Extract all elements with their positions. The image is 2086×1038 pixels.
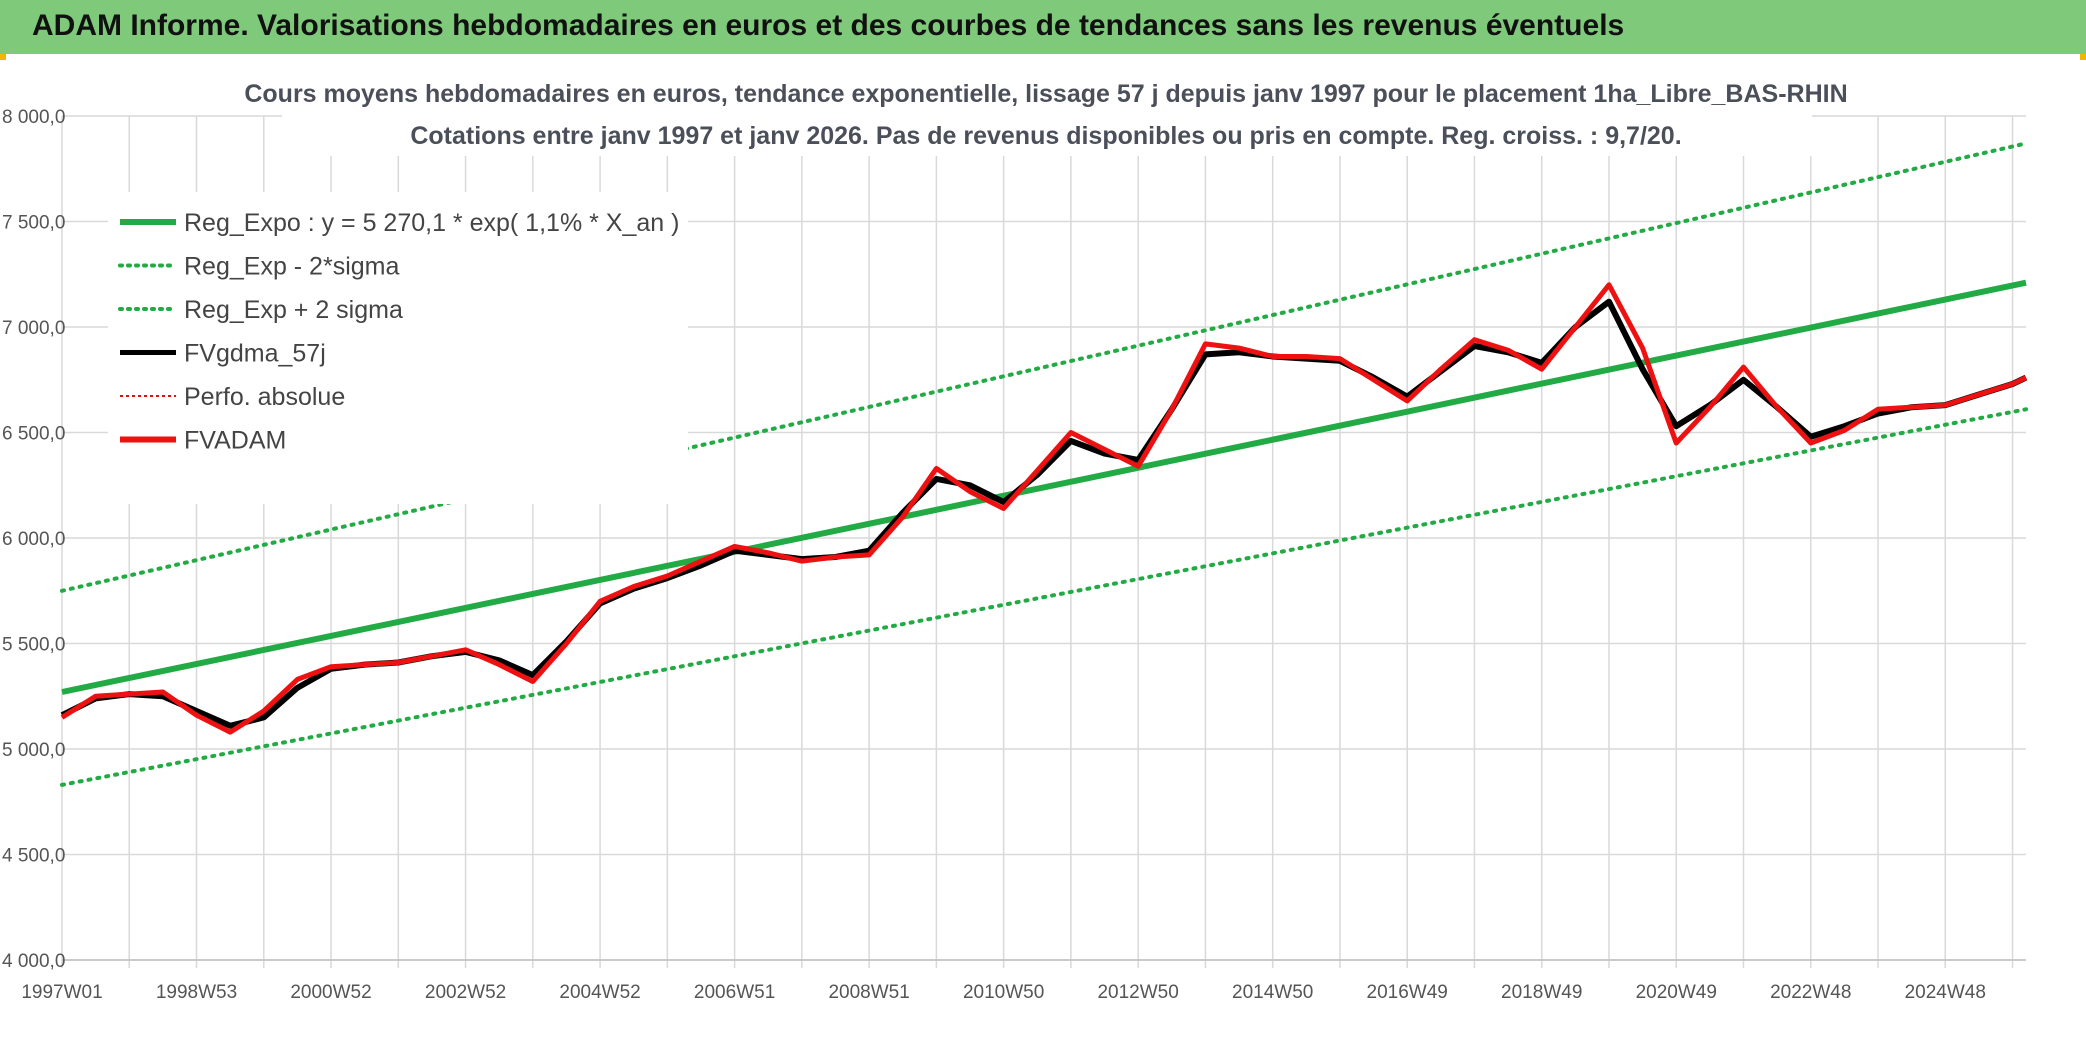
series-line-reg-exp-2-sigma [60, 407, 2028, 787]
x-tick-label: 2012W50 [1097, 982, 1178, 1003]
chart-series [60, 141, 2028, 787]
x-tick-label: 2010W50 [963, 982, 1044, 1003]
legend-label: Reg_Exp - 2*sigma [184, 253, 399, 281]
x-tick-label: 2006W51 [694, 982, 775, 1003]
x-tick-label: 2018W49 [1501, 982, 1582, 1003]
y-tick-label: 7 000,0 [2, 318, 65, 339]
y-tick-label: 5 000,0 [2, 740, 65, 761]
y-tick-label: 6 000,0 [2, 529, 65, 550]
series-line-fvadam [60, 282, 2028, 735]
x-tick-label: 2002W52 [425, 982, 506, 1003]
x-tick-label: 1997W01 [21, 982, 102, 1003]
x-tick-label: 2022W48 [1770, 982, 1851, 1003]
corner-marker-left [0, 54, 6, 60]
chart-title-line-2: Cotations entre janv 1997 et janv 2026. … [410, 122, 1681, 150]
chart-title-line-1: Cours moyens hebdomadaires en euros, ten… [244, 80, 1847, 108]
legend-background [108, 192, 688, 504]
y-tick-label: 5 500,0 [2, 635, 65, 656]
y-tick-label: 4 000,0 [2, 951, 65, 972]
y-tick-label: 6 500,0 [2, 424, 65, 445]
legend-label: Reg_Exp + 2 sigma [184, 296, 403, 324]
legend-label: Perfo. absolue [184, 383, 345, 411]
x-axis-ticks: 1997W01 1998W53 2000W52 2002W52 2004W52 2006W… [21, 982, 1986, 1003]
header-banner: ADAM Informe. Valorisations hebdomadaire… [0, 0, 2086, 54]
line-chart: 4 000,0 4 500,0 5 000,0 5 500,0 6 000,0 6 500… [2, 76, 2028, 1003]
y-tick-label: 7 500,0 [2, 213, 65, 234]
x-tick-label: 2000W52 [290, 982, 371, 1003]
banner-title: ADAM Informe. Valorisations hebdomadaire… [32, 9, 1625, 42]
chart-legend: Reg_Expo : y = 5 270,1 * exp( 1,1% * X_a… [108, 192, 688, 504]
x-tick-label: 1998W53 [156, 982, 237, 1003]
legend-label: Reg_Expo : y = 5 270,1 * exp( 1,1% * X_a… [184, 209, 679, 237]
y-axis-ticks: 4 000,0 4 500,0 5 000,0 5 500,0 6 000,0 6 500… [2, 107, 65, 972]
y-tick-label: 4 500,0 [2, 846, 65, 867]
legend-label: FVADAM [184, 427, 286, 455]
series-line-reg-exp-2-sigma [60, 141, 2028, 593]
x-tick-label: 2014W50 [1232, 982, 1313, 1003]
x-tick-label: 2016W49 [1367, 982, 1448, 1003]
y-tick-label: 8 000,0 [2, 107, 65, 128]
x-tick-label: 2008W51 [828, 982, 909, 1003]
corner-marker-right [2080, 54, 2086, 60]
x-tick-label: 2004W52 [559, 982, 640, 1003]
chart-title-background [282, 76, 1812, 156]
legend-label: FVgdma_57j [184, 340, 326, 368]
x-tick-label: 2024W48 [1905, 982, 1986, 1003]
series-line-reg-expo-y-5-270-1-exp-1-1-x-an [61, 279, 2027, 695]
x-tick-label: 2020W49 [1636, 982, 1717, 1003]
